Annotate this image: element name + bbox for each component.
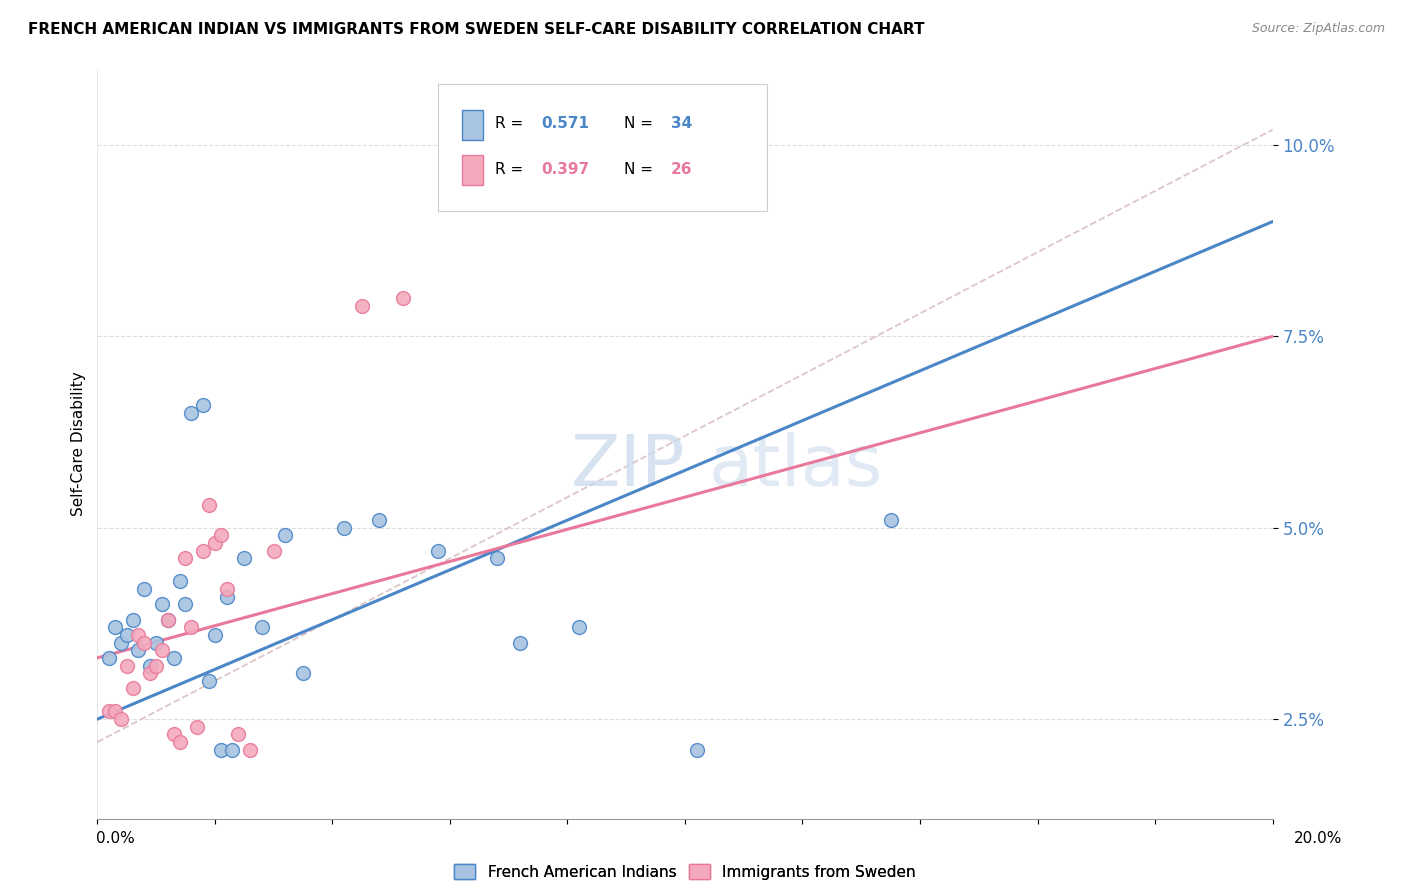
Point	[180, 406, 202, 420]
Point	[127, 643, 149, 657]
Point	[221, 743, 243, 757]
Point	[427, 543, 450, 558]
Point	[209, 528, 232, 542]
Point	[215, 582, 238, 596]
Point	[174, 597, 197, 611]
Point	[228, 727, 250, 741]
Text: 0.571: 0.571	[541, 116, 589, 131]
Y-axis label: Self-Care Disability: Self-Care Disability	[72, 371, 86, 516]
Point	[215, 590, 238, 604]
Point	[156, 613, 179, 627]
Point	[350, 299, 373, 313]
Point	[150, 643, 173, 657]
Point	[163, 727, 186, 741]
Point	[115, 658, 138, 673]
Point	[134, 635, 156, 649]
Point	[127, 628, 149, 642]
Point	[239, 743, 262, 757]
Point	[686, 743, 709, 757]
Point	[121, 613, 143, 627]
Point	[198, 498, 221, 512]
Point	[204, 536, 226, 550]
Text: ZIP: ZIP	[571, 432, 685, 500]
Point	[180, 620, 202, 634]
Point	[104, 705, 127, 719]
Point	[121, 681, 143, 696]
Point	[204, 628, 226, 642]
Point	[150, 597, 173, 611]
Point	[115, 628, 138, 642]
Text: atlas: atlas	[709, 432, 883, 500]
Point	[568, 620, 591, 634]
Point	[368, 513, 391, 527]
Point	[333, 521, 356, 535]
FancyBboxPatch shape	[439, 84, 768, 211]
Point	[169, 735, 191, 749]
Point	[139, 666, 162, 681]
Text: 26: 26	[671, 162, 692, 178]
Legend: French American Indians, Immigrants from Sweden: French American Indians, Immigrants from…	[449, 858, 922, 886]
Point	[110, 712, 132, 726]
Point	[139, 658, 162, 673]
Text: N =: N =	[624, 116, 658, 131]
Text: 0.0%: 0.0%	[96, 831, 135, 846]
Point	[274, 528, 297, 542]
Point	[392, 291, 415, 305]
Text: 0.397: 0.397	[541, 162, 589, 178]
Point	[263, 543, 285, 558]
Point	[485, 551, 508, 566]
FancyBboxPatch shape	[461, 155, 482, 185]
Point	[250, 620, 273, 634]
Point	[110, 635, 132, 649]
Point	[233, 551, 256, 566]
Point	[292, 666, 315, 681]
Point	[104, 620, 127, 634]
Point	[156, 613, 179, 627]
Point	[145, 658, 167, 673]
Text: 34: 34	[671, 116, 692, 131]
Point	[191, 543, 214, 558]
Text: FRENCH AMERICAN INDIAN VS IMMIGRANTS FROM SWEDEN SELF-CARE DISABILITY CORRELATIO: FRENCH AMERICAN INDIAN VS IMMIGRANTS FRO…	[28, 22, 925, 37]
Point	[174, 551, 197, 566]
Point	[733, 169, 755, 183]
Point	[98, 651, 121, 665]
Text: Source: ZipAtlas.com: Source: ZipAtlas.com	[1251, 22, 1385, 36]
FancyBboxPatch shape	[461, 110, 482, 140]
Text: 20.0%: 20.0%	[1295, 831, 1343, 846]
Point	[191, 398, 214, 412]
Point	[879, 513, 901, 527]
Point	[134, 582, 156, 596]
Point	[209, 743, 232, 757]
Point	[186, 720, 208, 734]
Point	[163, 651, 186, 665]
Point	[509, 635, 531, 649]
Point	[98, 705, 121, 719]
Point	[145, 635, 167, 649]
Point	[198, 673, 221, 688]
Text: R =: R =	[495, 116, 527, 131]
Text: N =: N =	[624, 162, 658, 178]
Point	[169, 574, 191, 589]
Text: R =: R =	[495, 162, 527, 178]
